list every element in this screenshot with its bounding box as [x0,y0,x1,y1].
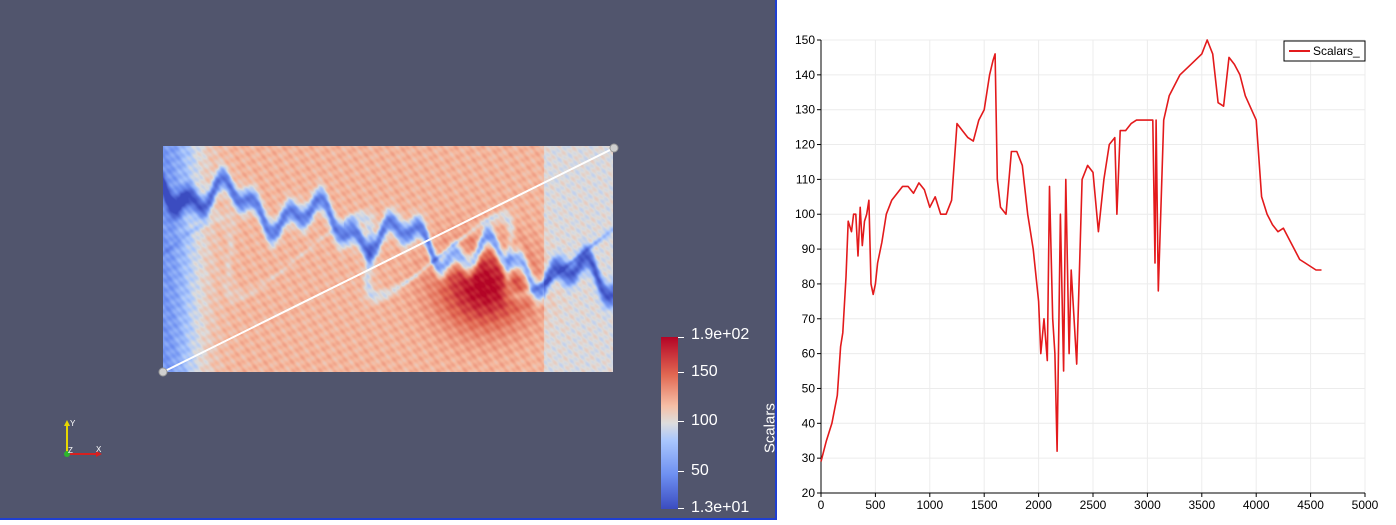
colorbar-title: Scalars_ [761,394,777,454]
line-chart-view[interactable]: 0 500 1000 1500 2000 2500 3000 3500 4000 4500 5000… [779,0,1396,525]
colorbar-label: 150 [691,363,718,380]
y-tick-label: 20 [802,486,816,500]
chart-grid [820,39,1366,494]
x-tick-label: 3500 [1188,498,1215,512]
y-tick-label: 70 [802,312,816,326]
orientation-axes-icon: Y Z X [64,419,102,457]
x-tick-label: 2000 [1025,498,1052,512]
x-tick-label: 0 [818,498,825,512]
x-tick-label: 2500 [1080,498,1107,512]
y-axis-arrowhead [64,420,70,426]
x-tick-label: 4500 [1297,498,1324,512]
x-axis-arrowhead [96,451,102,457]
y-tick-label: 100 [795,207,815,221]
colorbar-tick [678,471,684,472]
x-tick-label: 500 [865,498,885,512]
x-tick-label: 3000 [1134,498,1161,512]
series-line-scalars [820,39,1322,462]
colorbar-tick [678,372,684,373]
y-tick-label: 50 [802,381,816,395]
y-tick-label: 40 [802,416,816,430]
z-axis-dot [64,451,70,457]
colorbar [661,337,678,509]
x-tick-label: 4000 [1243,498,1270,512]
colorbar-label-min: 1.3e+01 [691,499,750,516]
terrain-elevation-slice[interactable] [163,146,613,372]
y-tick-label: 140 [795,68,815,82]
x-tick-label: 1000 [916,498,943,512]
line-chart[interactable]: 0 500 1000 1500 2000 2500 3000 3500 4000 4500 5000… [779,0,1396,525]
colorbar-label-max: 1.9e+02 [691,326,750,343]
chart-series-layer [820,39,1322,462]
colorbar-tick [678,421,684,422]
x-axis-label: X [96,445,102,454]
colorbar-tick [678,508,684,509]
colorbar-tick [678,337,684,338]
y-tick-label: 130 [795,103,815,117]
y-tick-label: 120 [795,138,815,152]
y-tick-label: 110 [796,172,815,186]
y-tick-label: 30 [802,451,816,465]
colorbar-label: 100 [691,412,718,429]
y-tick-label: 60 [802,347,816,361]
y-tick-label: 150 [795,33,815,47]
colorbar-label: 50 [691,462,709,479]
y-tick-label: 80 [802,277,816,291]
y-tick-label: 90 [802,242,816,256]
render-view[interactable]: 1.9e+02 150 100 50 1.3e+01 Scalars_ Y Z … [0,0,777,520]
z-axis-label: Z [68,446,73,455]
x-tick-label: 5000 [1352,498,1379,512]
legend-label: Scalars_ [1313,44,1360,58]
chart-legend[interactable]: Scalars_ [1283,40,1366,62]
chart-axes: 0 500 1000 1500 2000 2500 3000 3500 4000 4500 5000… [795,33,1379,512]
legend-box [1283,40,1366,62]
x-tick-label: 1500 [971,498,998,512]
y-axis-label: Y [70,419,76,428]
